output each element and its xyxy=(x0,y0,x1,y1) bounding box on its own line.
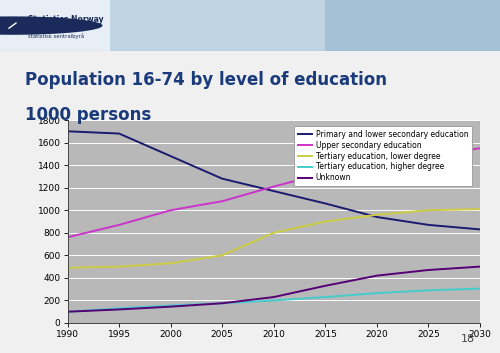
Upper secondary education xyxy=(426,154,432,158)
Tertiary education, lower degree xyxy=(64,265,70,270)
Tertiary education, lower degree xyxy=(271,231,277,235)
Primary and lower secondary education xyxy=(322,201,328,205)
Tertiary education, higher degree xyxy=(116,306,122,310)
Tertiary education, higher degree xyxy=(374,291,380,295)
Primary and lower secondary education xyxy=(271,189,277,193)
Bar xyxy=(0,0,110,51)
Tertiary education, higher degree xyxy=(477,287,483,291)
Tertiary education, higher degree xyxy=(322,295,328,299)
Unknown xyxy=(477,264,483,269)
Unknown xyxy=(116,307,122,312)
Bar xyxy=(110,0,500,51)
Unknown xyxy=(322,284,328,288)
Upper secondary education xyxy=(116,223,122,227)
Tertiary education, lower degree xyxy=(477,207,483,211)
Tertiary education, lower degree xyxy=(168,261,173,265)
Tertiary education, higher degree xyxy=(271,298,277,303)
Line: Tertiary education, lower degree: Tertiary education, lower degree xyxy=(68,209,480,268)
Line: Tertiary education, higher degree: Tertiary education, higher degree xyxy=(68,289,480,312)
Text: Statistics Norway: Statistics Norway xyxy=(28,15,103,24)
Tertiary education, lower degree xyxy=(374,213,380,217)
Tertiary education, higher degree xyxy=(168,303,173,307)
Tertiary education, lower degree xyxy=(426,208,432,213)
Upper secondary education xyxy=(219,199,225,203)
Text: 18: 18 xyxy=(461,334,475,344)
Upper secondary education xyxy=(374,163,380,167)
Primary and lower secondary education xyxy=(426,223,432,227)
Primary and lower secondary education xyxy=(477,227,483,232)
Line: Unknown: Unknown xyxy=(68,267,480,312)
Primary and lower secondary education xyxy=(219,176,225,181)
Text: 1000 persons: 1000 persons xyxy=(25,106,151,124)
Unknown xyxy=(219,301,225,305)
Primary and lower secondary education xyxy=(116,131,122,136)
Upper secondary education xyxy=(322,171,328,175)
Primary and lower secondary education xyxy=(64,129,70,133)
Text: Population 16-74 by level of education: Population 16-74 by level of education xyxy=(25,71,387,89)
Unknown xyxy=(64,310,70,314)
Tertiary education, lower degree xyxy=(322,220,328,224)
Unknown xyxy=(374,274,380,278)
Tertiary education, higher degree xyxy=(426,288,432,292)
Legend: Primary and lower secondary education, Upper secondary education, Tertiary educa: Primary and lower secondary education, U… xyxy=(294,126,472,186)
Unknown xyxy=(168,305,173,309)
Unknown xyxy=(271,295,277,299)
Tertiary education, lower degree xyxy=(219,253,225,257)
Text: statistisk sentralbyrå: statistisk sentralbyrå xyxy=(28,33,84,39)
Unknown xyxy=(426,268,432,272)
Tertiary education, higher degree xyxy=(219,301,225,305)
Upper secondary education xyxy=(271,184,277,189)
Primary and lower secondary education xyxy=(374,215,380,219)
Upper secondary education xyxy=(477,146,483,150)
Tertiary education, higher degree xyxy=(64,310,70,314)
Upper secondary education xyxy=(168,208,173,213)
Line: Upper secondary education: Upper secondary education xyxy=(68,148,480,237)
Primary and lower secondary education xyxy=(168,154,173,158)
Circle shape xyxy=(0,16,102,35)
Line: Primary and lower secondary education: Primary and lower secondary education xyxy=(68,131,480,229)
Tertiary education, lower degree xyxy=(116,264,122,269)
Upper secondary education xyxy=(64,235,70,239)
Bar xyxy=(325,0,500,51)
